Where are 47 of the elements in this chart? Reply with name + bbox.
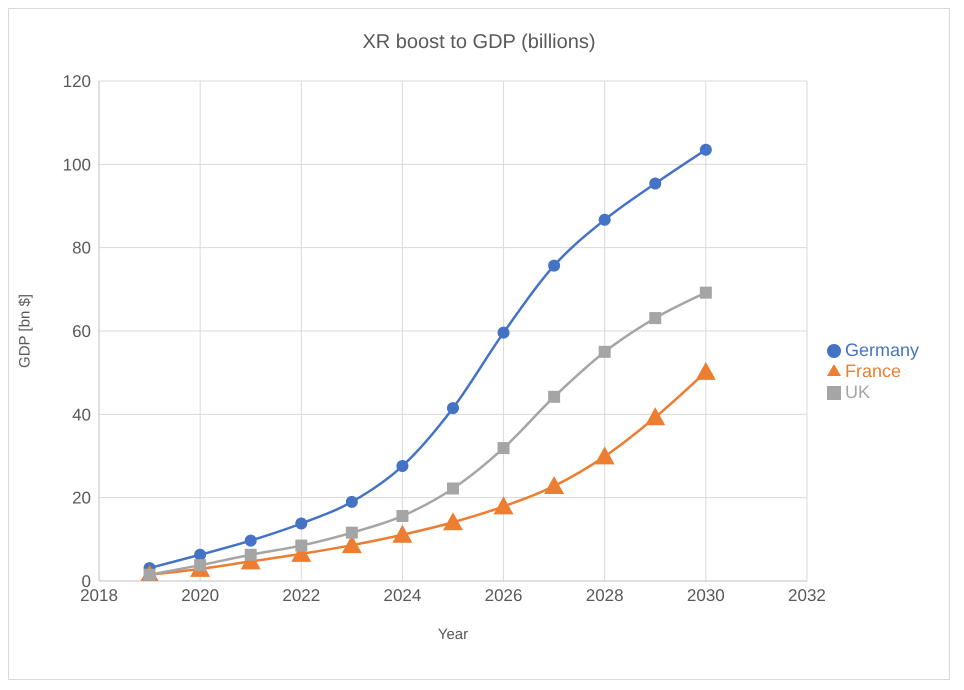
x-tick-label: 2026 (484, 586, 522, 606)
point (548, 260, 560, 272)
point (244, 534, 257, 547)
point (295, 540, 308, 552)
point (498, 442, 510, 454)
x-tick-label: 2030 (686, 586, 725, 606)
chart-title: XR boost to GDP (billions) (361, 30, 597, 55)
x-tick-label: 2018 (80, 586, 118, 606)
x-tick-label: 2022 (282, 586, 320, 606)
y-tick-label: 40 (72, 405, 91, 424)
point (649, 312, 662, 324)
point (544, 476, 564, 494)
point (494, 496, 514, 514)
point (649, 178, 662, 190)
y-tick-label: 80 (72, 238, 91, 258)
point (700, 144, 712, 156)
legend-label: UK (844, 382, 870, 402)
point (700, 286, 712, 299)
point (346, 526, 358, 539)
point (594, 446, 615, 464)
point (442, 512, 463, 530)
y-tick-label: 60 (72, 322, 91, 342)
point (396, 510, 408, 522)
x-tick-label: 2024 (384, 586, 422, 606)
x-tick-label: 2020 (181, 586, 220, 606)
point (396, 460, 408, 472)
x-axis-title: Year (438, 626, 468, 643)
point (392, 524, 412, 543)
point (696, 362, 716, 380)
point (446, 482, 459, 494)
point (598, 214, 611, 226)
x-tick-label: 2028 (586, 586, 624, 606)
point (346, 496, 358, 508)
point (645, 407, 666, 426)
point (446, 402, 459, 414)
point (244, 548, 257, 561)
y-tick-label: 100 (62, 155, 91, 174)
legend-label: France (844, 360, 901, 380)
point (598, 346, 611, 358)
x-tick-label: 2032 (788, 586, 826, 606)
legend-label: Germany (844, 340, 919, 360)
point (548, 390, 560, 403)
y-axis-title: GDP [bn $] (16, 294, 34, 368)
y-tick-label: 20 (72, 488, 91, 508)
y-tick-label: 120 (62, 72, 91, 92)
point (295, 518, 308, 530)
point (498, 326, 510, 339)
